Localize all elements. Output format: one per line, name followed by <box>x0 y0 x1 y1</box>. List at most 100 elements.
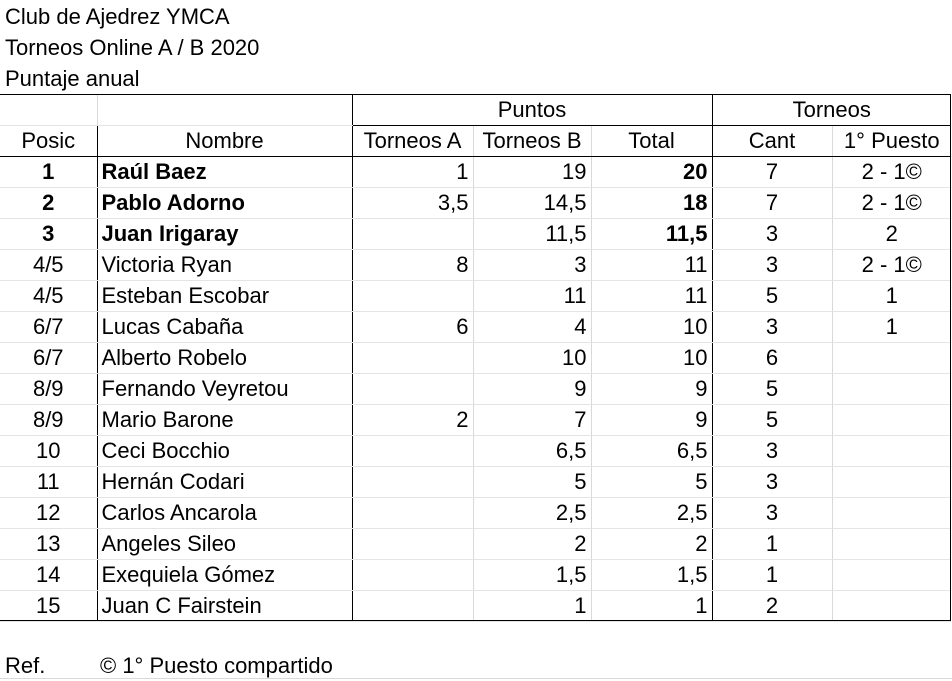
posic-cell: 12 <box>0 497 97 529</box>
torneos-b-cell: 1,5 <box>472 559 591 591</box>
table-row: 2 Pablo Adorno 3,5 14,5 18 7 2 - 1© <box>0 187 951 219</box>
torneos-a-cell: 3,5 <box>351 187 473 219</box>
tournament-title: Torneos Online A / B 2020 <box>5 35 260 60</box>
torneos-a-cell <box>351 280 473 312</box>
primer-puesto-header: 1° Puesto <box>831 125 951 157</box>
torneos-a-cell <box>351 466 473 498</box>
total-cell: 1,5 <box>590 559 712 591</box>
table-row: 12 Carlos Ancarola 2,5 2,5 3 <box>0 497 951 529</box>
posic-cell: 14 <box>0 559 97 591</box>
column-header-row: Posic Nombre Torneos A Torneos B Total C… <box>0 125 951 157</box>
posic-cell: 10 <box>0 435 97 467</box>
cant-cell: 3 <box>711 435 832 467</box>
table-row: 6/7 Alberto Robelo 10 10 6 <box>0 342 951 374</box>
posic-cell: 8/9 <box>0 404 97 436</box>
posic-cell: 6/7 <box>0 342 97 374</box>
total-cell: 11,5 <box>590 218 712 250</box>
posic-cell: 3 <box>0 218 97 250</box>
total-cell: 9 <box>590 404 712 436</box>
total-cell: 10 <box>590 311 712 343</box>
total-cell: 1 <box>590 590 712 622</box>
total-cell: 6,5 <box>590 435 712 467</box>
total-cell: 2 <box>590 528 712 560</box>
table-frame-right <box>950 94 951 620</box>
torneos-b-cell: 5 <box>472 466 591 498</box>
cant-cell: 5 <box>711 280 832 312</box>
torneos-a-cell <box>351 590 473 622</box>
name-cell: Juan C Fairstein <box>96 590 352 622</box>
total-cell: 2,5 <box>590 497 712 529</box>
club-title: Club de Ajedrez YMCA <box>5 4 230 29</box>
name-cell: Angeles Sileo <box>96 528 352 560</box>
name-cell: Alberto Robelo <box>96 342 352 374</box>
torneos-b-cell: 6,5 <box>472 435 591 467</box>
name-cell: Victoria Ryan <box>96 249 352 281</box>
primer-puesto-cell: 2 - 1© <box>831 156 951 188</box>
name-cell: Fernando Veyretou <box>96 373 352 405</box>
torneos-a-cell <box>351 342 473 374</box>
torneos-b-cell: 11 <box>472 280 591 312</box>
total-cell: 5 <box>590 466 712 498</box>
group-empty-posic <box>0 94 97 126</box>
primer-puesto-cell <box>831 373 951 405</box>
table-row: 13 Angeles Sileo 2 2 1 <box>0 528 951 560</box>
torneos-a-cell <box>351 218 473 250</box>
name-cell: Ceci Bocchio <box>96 435 352 467</box>
total-cell: 9 <box>590 373 712 405</box>
sheet-bottom-gridline <box>0 678 952 679</box>
table-row: 1 Raúl Baez 1 19 20 7 2 - 1© <box>0 156 951 188</box>
cant-cell: 2 <box>711 590 832 622</box>
group-empty-nombre <box>96 94 352 126</box>
primer-puesto-cell <box>831 559 951 591</box>
torneos-a-cell: 1 <box>351 156 473 188</box>
torneos-b-cell: 14,5 <box>472 187 591 219</box>
cant-cell: 7 <box>711 156 832 188</box>
cant-cell: 3 <box>711 466 832 498</box>
posic-header: Posic <box>0 125 97 157</box>
cant-cell: 5 <box>711 404 832 436</box>
total-cell: 18 <box>590 187 712 219</box>
table-row: 15 Juan C Fairstein 1 1 2 <box>0 590 951 622</box>
torneos-a-cell <box>351 559 473 591</box>
torneos-b-cell: 7 <box>472 404 591 436</box>
cant-cell: 3 <box>711 497 832 529</box>
total-header: Total <box>590 125 712 157</box>
posic-cell: 4/5 <box>0 280 97 312</box>
primer-puesto-cell <box>831 342 951 374</box>
torneos-b-cell: 4 <box>472 311 591 343</box>
table-row: 10 Ceci Bocchio 6,5 6,5 3 <box>0 435 951 467</box>
primer-puesto-cell: 2 <box>831 218 951 250</box>
table-row: 4/5 Esteban Escobar 11 11 5 1 <box>0 280 951 312</box>
primer-puesto-cell: 1 <box>831 280 951 312</box>
primer-puesto-cell: 2 - 1© <box>831 249 951 281</box>
primer-puesto-cell <box>831 435 951 467</box>
cant-cell: 6 <box>711 342 832 374</box>
sheet-subtitle: Puntaje anual <box>5 66 140 91</box>
torneos-b-cell: 10 <box>472 342 591 374</box>
posic-cell: 8/9 <box>0 373 97 405</box>
cant-cell: 3 <box>711 249 832 281</box>
total-cell: 10 <box>590 342 712 374</box>
torneos-a-cell <box>351 528 473 560</box>
primer-puesto-cell: 2 - 1© <box>831 187 951 219</box>
posic-cell: 13 <box>0 528 97 560</box>
posic-cell: 4/5 <box>0 249 97 281</box>
primer-puesto-cell <box>831 466 951 498</box>
posic-cell: 1 <box>0 156 97 188</box>
cant-cell: 1 <box>711 528 832 560</box>
table-row: 11 Hernán Codari 5 5 3 <box>0 466 951 498</box>
nombre-header: Nombre <box>96 125 352 157</box>
name-cell: Lucas Cabaña <box>96 311 352 343</box>
table-row: 8/9 Fernando Veyretou 9 9 5 <box>0 373 951 405</box>
total-cell: 11 <box>590 280 712 312</box>
name-cell: Pablo Adorno <box>96 187 352 219</box>
torneos-b-cell: 9 <box>472 373 591 405</box>
posic-cell: 2 <box>0 187 97 219</box>
table-row: 6/7 Lucas Cabaña 6 4 10 3 1 <box>0 311 951 343</box>
torneos-b-cell: 2,5 <box>472 497 591 529</box>
torneos-a-cell <box>351 373 473 405</box>
name-cell: Hernán Codari <box>96 466 352 498</box>
cant-cell: 7 <box>711 187 832 219</box>
name-cell: Exequiela Gómez <box>96 559 352 591</box>
